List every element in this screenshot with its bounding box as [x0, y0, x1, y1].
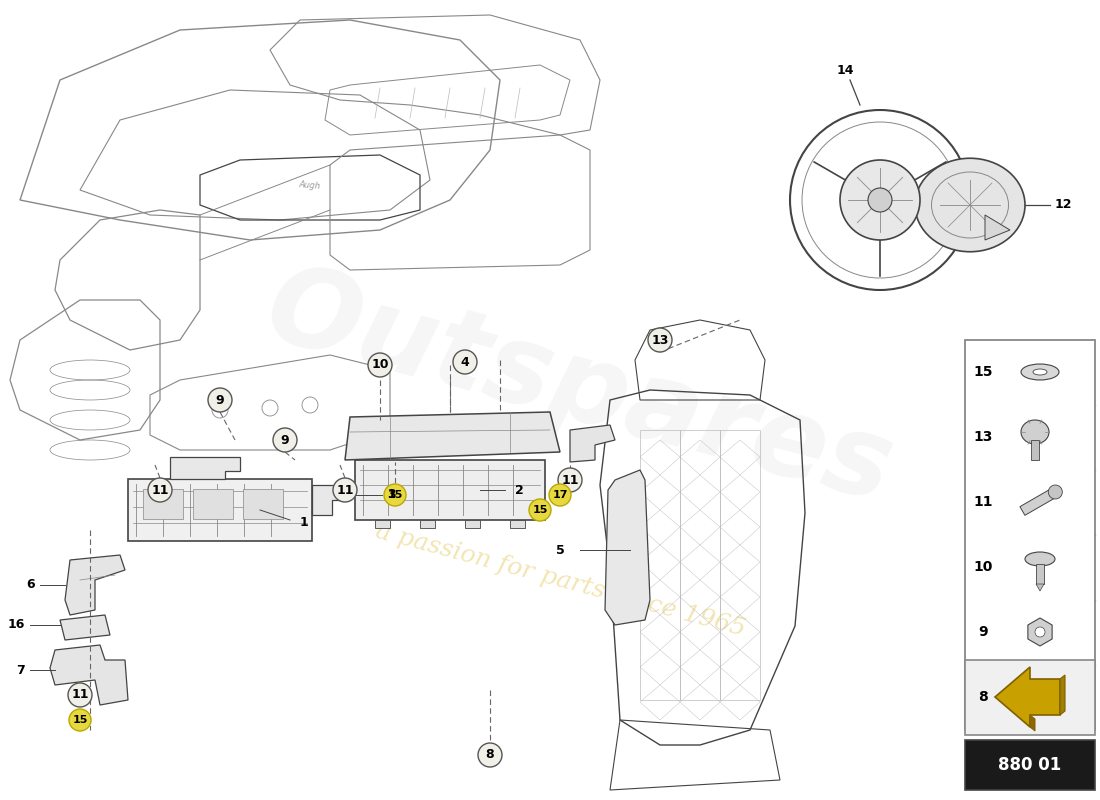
- Text: Outspares: Outspares: [255, 255, 904, 525]
- Text: 9: 9: [280, 434, 289, 446]
- Text: 5: 5: [557, 543, 565, 557]
- Circle shape: [529, 499, 551, 521]
- Polygon shape: [50, 645, 128, 705]
- Text: 9: 9: [216, 394, 224, 406]
- Ellipse shape: [1025, 552, 1055, 566]
- Polygon shape: [570, 425, 615, 462]
- Text: 10: 10: [372, 358, 388, 371]
- Text: 15: 15: [974, 365, 992, 379]
- Bar: [1037, 694, 1043, 712]
- Text: 12: 12: [1055, 198, 1072, 211]
- Text: 11: 11: [974, 495, 992, 509]
- Bar: [375, 520, 390, 528]
- Circle shape: [368, 353, 392, 377]
- Text: 6: 6: [26, 578, 35, 591]
- Text: 13: 13: [974, 430, 992, 444]
- Text: 9: 9: [978, 625, 988, 639]
- Circle shape: [333, 478, 358, 502]
- Text: 7: 7: [16, 663, 25, 677]
- Polygon shape: [170, 457, 240, 479]
- Circle shape: [549, 484, 571, 506]
- Bar: [510, 520, 525, 528]
- Text: 16: 16: [8, 618, 25, 631]
- Text: Augh: Augh: [299, 179, 321, 190]
- Circle shape: [1035, 627, 1045, 637]
- Circle shape: [840, 160, 920, 240]
- Polygon shape: [1030, 715, 1035, 731]
- Text: 11: 11: [72, 689, 89, 702]
- Polygon shape: [996, 667, 1060, 727]
- Text: 4: 4: [461, 355, 470, 369]
- Circle shape: [273, 428, 297, 452]
- Ellipse shape: [1031, 686, 1049, 695]
- Bar: [965, 340, 1094, 730]
- Circle shape: [868, 188, 892, 212]
- Polygon shape: [345, 412, 560, 460]
- Bar: [1031, 440, 1040, 460]
- Polygon shape: [312, 485, 346, 515]
- Polygon shape: [1036, 584, 1044, 591]
- Circle shape: [478, 743, 502, 767]
- Text: 15: 15: [532, 505, 548, 515]
- Bar: [143, 489, 183, 519]
- Circle shape: [384, 484, 406, 506]
- Ellipse shape: [1021, 364, 1059, 380]
- Text: a passion for parts since 1965: a passion for parts since 1965: [373, 519, 747, 641]
- Text: 1: 1: [300, 515, 309, 529]
- Bar: [243, 489, 283, 519]
- Circle shape: [558, 468, 582, 492]
- Text: 14: 14: [836, 63, 854, 77]
- Circle shape: [208, 388, 232, 412]
- Text: 15: 15: [73, 715, 88, 725]
- Bar: [465, 520, 480, 528]
- Bar: [965, 660, 1094, 735]
- Ellipse shape: [1021, 420, 1049, 444]
- Circle shape: [148, 478, 172, 502]
- Text: 17: 17: [552, 490, 568, 500]
- Text: 11: 11: [337, 483, 354, 497]
- Circle shape: [1048, 485, 1063, 499]
- Circle shape: [68, 683, 92, 707]
- Text: 8: 8: [486, 749, 494, 762]
- Text: 15: 15: [387, 490, 403, 500]
- Polygon shape: [1027, 618, 1052, 646]
- Polygon shape: [355, 460, 544, 520]
- Polygon shape: [984, 215, 1010, 240]
- Circle shape: [453, 350, 477, 374]
- Text: 8: 8: [978, 690, 988, 704]
- Polygon shape: [65, 555, 125, 615]
- Polygon shape: [128, 479, 312, 541]
- Text: 13: 13: [651, 334, 669, 346]
- Bar: [420, 520, 434, 528]
- Circle shape: [69, 709, 91, 731]
- Ellipse shape: [915, 158, 1025, 252]
- Circle shape: [648, 328, 672, 352]
- Text: 2: 2: [515, 483, 524, 497]
- Text: 3: 3: [387, 489, 396, 502]
- Bar: [965, 740, 1094, 790]
- Polygon shape: [1060, 675, 1065, 715]
- Text: 880 01: 880 01: [999, 756, 1062, 774]
- Bar: [1036, 564, 1044, 584]
- Polygon shape: [605, 470, 650, 625]
- Text: 11: 11: [152, 483, 168, 497]
- Text: 10: 10: [974, 560, 992, 574]
- Polygon shape: [60, 615, 110, 640]
- Text: 11: 11: [561, 474, 579, 486]
- Polygon shape: [1020, 489, 1055, 515]
- Ellipse shape: [1033, 369, 1047, 375]
- Bar: [192, 489, 233, 519]
